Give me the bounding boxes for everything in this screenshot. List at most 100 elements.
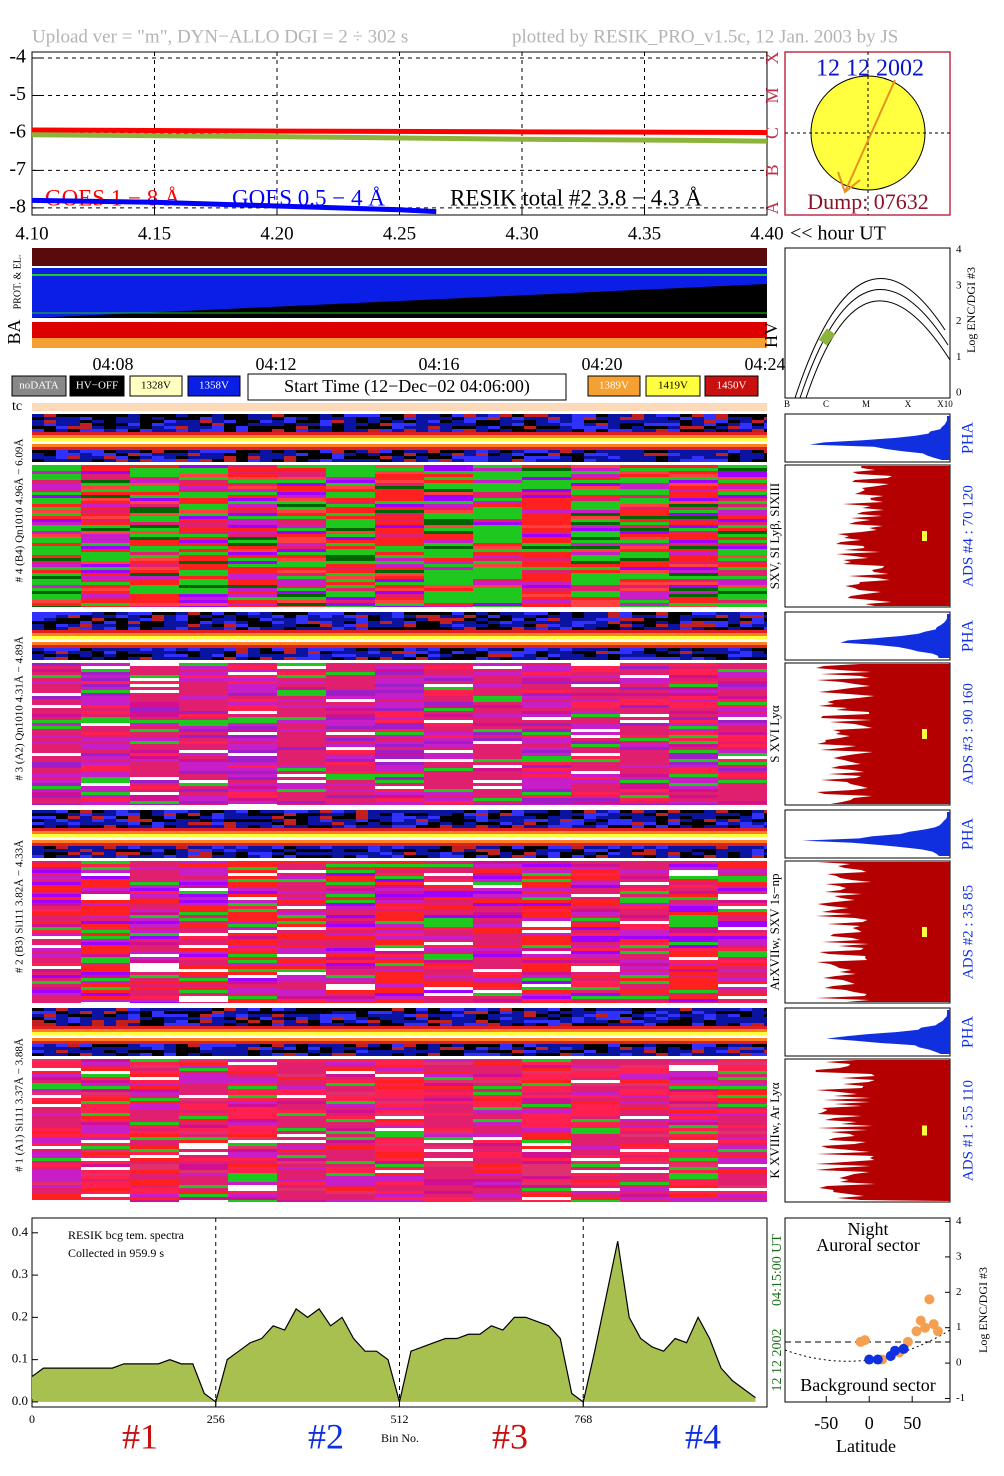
pha-cell <box>716 810 728 813</box>
pha-cell <box>536 615 548 618</box>
heat-cell <box>375 864 424 867</box>
pha-cell <box>116 447 128 450</box>
heat-cell <box>179 669 228 672</box>
pha-cell <box>440 810 452 813</box>
pha-cell <box>500 426 512 429</box>
heat-cell <box>571 726 620 729</box>
pha-cell <box>548 441 560 444</box>
heat-cell <box>81 873 130 876</box>
pha-cell <box>128 423 140 426</box>
heat-cell <box>669 483 718 486</box>
pha-cell <box>476 426 488 429</box>
pha-cell <box>116 645 128 648</box>
pha-cell <box>488 852 500 855</box>
pha-cell <box>188 618 200 621</box>
pha-cell <box>248 837 260 840</box>
heat-cell <box>326 495 375 498</box>
heat-cell <box>130 963 179 966</box>
heat-cell <box>326 936 375 939</box>
heat-cell <box>179 969 228 972</box>
pha-cell <box>692 636 704 639</box>
pha-cell <box>488 417 500 420</box>
pha-cell <box>584 420 596 423</box>
pha-cell <box>596 819 608 822</box>
heat-cell <box>277 525 326 528</box>
heat-cell <box>473 876 522 879</box>
pha-cell <box>380 813 392 816</box>
heat-cell <box>571 753 620 756</box>
pha-cell <box>164 417 176 420</box>
pha-cell <box>584 651 596 654</box>
heat-cell <box>228 786 277 789</box>
pha-cell <box>128 810 140 813</box>
heat-cell <box>179 930 228 933</box>
heat-cell <box>473 498 522 501</box>
heat-cell <box>179 477 228 480</box>
pha-cell <box>200 813 212 816</box>
pha-cell <box>692 840 704 843</box>
heat-cell <box>718 606 767 607</box>
pha-cell <box>608 630 620 633</box>
heat-cell <box>228 486 277 489</box>
pha-cell <box>416 456 428 459</box>
pha-cell <box>464 627 476 630</box>
pha-cell <box>620 843 632 846</box>
pha-cell <box>296 819 308 822</box>
pha-cell <box>656 429 668 432</box>
pha-cell <box>44 423 56 426</box>
pha-cell <box>56 417 68 420</box>
pha-cell <box>548 621 560 624</box>
heat-cell <box>375 543 424 546</box>
heat-cell <box>81 597 130 600</box>
pha-cell <box>56 621 68 624</box>
pha-cell <box>332 438 344 441</box>
pha-cell <box>32 849 44 852</box>
pha-cell <box>104 417 116 420</box>
heat-cell <box>32 993 81 996</box>
pha-cell <box>452 654 464 657</box>
pha-cell <box>392 450 404 453</box>
pha-cell <box>92 618 104 621</box>
pha-cell <box>548 810 560 813</box>
pha-cell <box>320 816 332 819</box>
pha-cell <box>380 639 392 642</box>
pha-cell <box>296 813 308 816</box>
pha-cell <box>32 444 44 447</box>
pha-cell <box>500 855 512 858</box>
pha-cell <box>212 438 224 441</box>
pha-cell <box>56 633 68 636</box>
pha-cell <box>752 453 764 456</box>
pha-cell <box>512 456 524 459</box>
pha-cell <box>572 816 584 819</box>
pha-cell <box>764 612 767 615</box>
heat-cell <box>424 552 473 555</box>
pha-cell <box>464 441 476 444</box>
heat-cell <box>326 687 375 690</box>
pha-cell <box>704 834 716 837</box>
pha-cell <box>584 456 596 459</box>
pha-cell <box>164 429 176 432</box>
heat-cell <box>326 669 375 672</box>
heat-cell <box>179 987 228 990</box>
pha-cell <box>344 453 356 456</box>
heat-cell <box>179 864 228 867</box>
heat-cell <box>326 597 375 600</box>
heat-cell <box>277 492 326 495</box>
heat-cell <box>375 756 424 759</box>
heat-cell <box>179 597 228 600</box>
heat-cell <box>718 783 767 786</box>
pha-cell <box>716 825 728 828</box>
pha-cell <box>104 459 116 462</box>
pha-cell <box>488 816 500 819</box>
heat-cell <box>130 495 179 498</box>
pha-cell <box>416 852 428 855</box>
heat-cell <box>81 777 130 780</box>
pha-cell <box>632 426 644 429</box>
pha-cell <box>368 618 380 621</box>
heat-cell <box>179 885 228 888</box>
pha-cell <box>704 459 716 462</box>
heat-cell <box>277 975 326 978</box>
heat-cell <box>620 711 669 714</box>
heat-cell <box>571 708 620 711</box>
pha-cell <box>572 612 584 615</box>
